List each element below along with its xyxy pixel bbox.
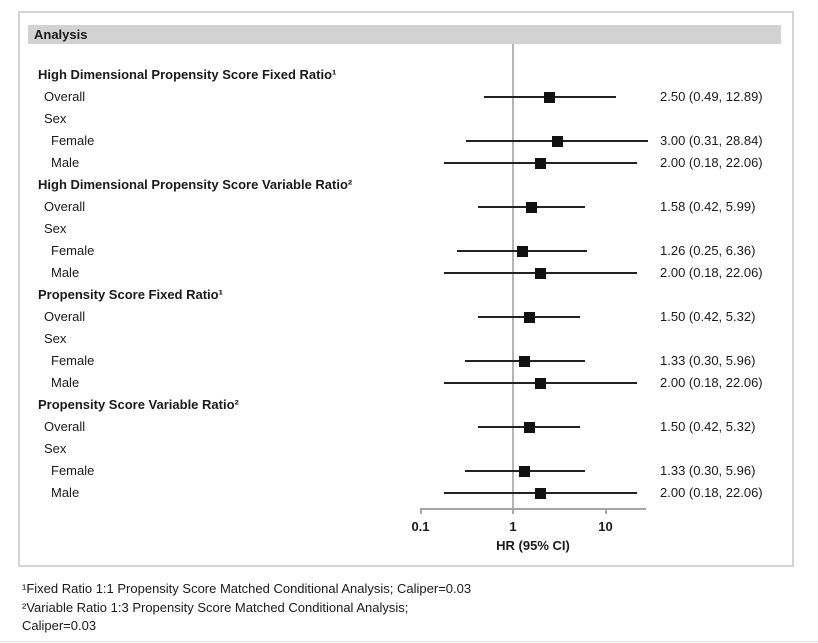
hr-marker (535, 267, 547, 279)
hr-value: 2.00 (0.18, 22.06) (660, 485, 763, 500)
hr-value: 1.50 (0.42, 5.32) (660, 419, 756, 434)
x-axis-tick-label: 10 (598, 519, 613, 534)
hr-marker (535, 377, 547, 389)
bottom-border (0, 641, 818, 642)
hr-value: 2.00 (0.18, 22.06) (660, 265, 763, 280)
hr-value: 2.00 (0.18, 22.06) (660, 375, 763, 390)
hr-marker (523, 421, 535, 433)
x-axis-tick-label: 0.1 (411, 519, 430, 534)
row-label: Female (51, 133, 95, 148)
footnote-3: Caliper=0.03 (22, 618, 97, 633)
hr-marker (518, 465, 530, 477)
hr-value: 1.33 (0.30, 5.96) (660, 463, 756, 478)
row-label: Female (51, 353, 95, 368)
row-label: Overall (44, 419, 86, 434)
row-label: Overall (44, 89, 86, 104)
footnotes: ¹Fixed Ratio 1:1 Propensity Score Matche… (22, 580, 471, 636)
hr-marker (516, 245, 528, 257)
analysis-header: Analysis (28, 25, 781, 44)
group-label: High Dimensional Propensity Score Fixed … (38, 67, 337, 82)
hr-marker (525, 201, 537, 213)
row-label: Overall (44, 309, 86, 324)
x-axis-tick (604, 508, 607, 514)
reference-line (511, 44, 515, 508)
hr-marker (544, 91, 556, 103)
hr-value: 3.00 (0.31, 28.84) (660, 133, 763, 148)
hr-marker (535, 487, 547, 499)
group-label: Propensity Score Variable Ratio² (38, 397, 239, 412)
row-label: Female (51, 463, 95, 478)
row-label: Male (51, 485, 80, 500)
hr-value: 1.26 (0.25, 6.36) (660, 243, 756, 258)
row-label: Male (51, 155, 80, 170)
footnote-1: ¹Fixed Ratio 1:1 Propensity Score Matche… (22, 581, 472, 596)
hr-marker (551, 135, 563, 147)
footnote-2: ²Variable Ratio 1:3 Propensity Score Mat… (22, 599, 409, 615)
plot-area: Analysis HR (95% CI) High Dimensional Pr… (18, 11, 794, 567)
hr-marker (523, 311, 535, 323)
row-label: Male (51, 265, 80, 280)
hr-marker (518, 355, 530, 367)
row-label: Sex (44, 331, 67, 346)
row-label: Sex (44, 441, 67, 456)
row-label: Female (51, 243, 95, 258)
hr-value: 2.00 (0.18, 22.06) (660, 155, 763, 170)
row-label: Male (51, 375, 80, 390)
row-label: Sex (44, 221, 67, 236)
x-axis (420, 508, 646, 510)
group-label: High Dimensional Propensity Score Variab… (38, 177, 353, 192)
hr-value: 1.50 (0.42, 5.32) (660, 309, 756, 324)
group-label: Propensity Score Fixed Ratio¹ (38, 287, 223, 302)
x-axis-tick (419, 508, 422, 514)
row-label: Overall (44, 199, 86, 214)
x-axis-title: HR (95% CI) (496, 538, 570, 553)
x-axis-tick-label: 1 (509, 519, 517, 534)
x-axis-tick (512, 508, 514, 514)
row-label: Sex (44, 111, 67, 126)
hr-value: 1.58 (0.42, 5.99) (660, 199, 756, 214)
hr-marker (535, 157, 547, 169)
hr-value: 1.33 (0.30, 5.96) (660, 353, 756, 368)
hr-value: 2.50 (0.49, 12.89) (660, 89, 763, 104)
